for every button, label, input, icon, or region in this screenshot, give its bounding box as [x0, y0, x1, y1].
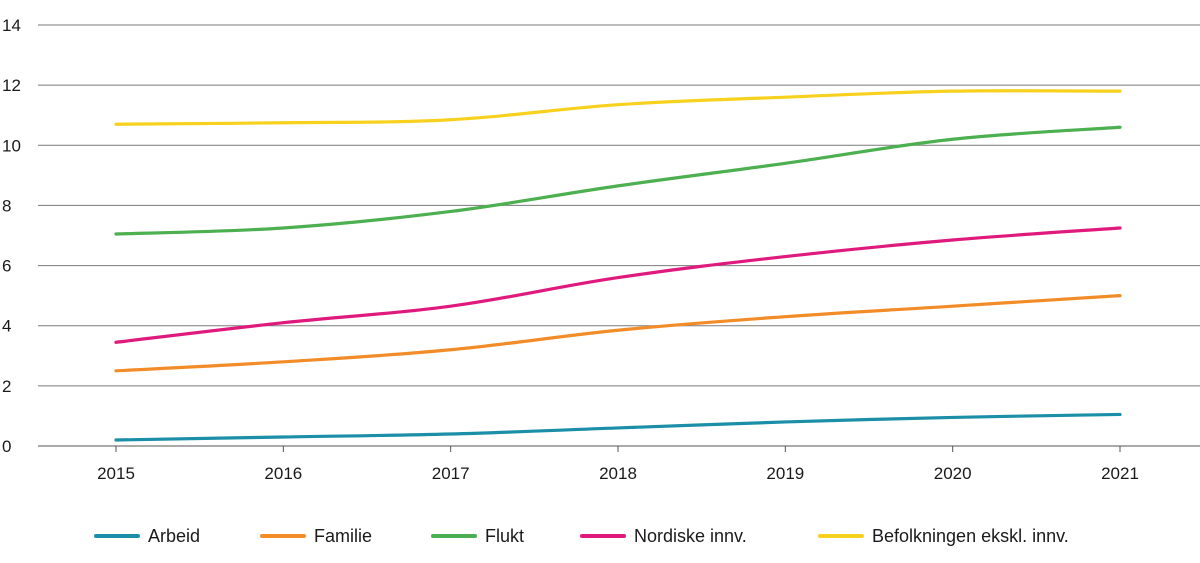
x-tick-label: 2018	[599, 464, 637, 483]
legend-item-befolkningen-ekskl-innv: Befolkningen ekskl. innv.	[818, 526, 1069, 546]
x-axis-ticks: 2015 2016 2017 2018 2019 2020 2021	[97, 446, 1139, 483]
legend-label: Arbeid	[148, 526, 200, 546]
gridlines	[38, 24, 1200, 447]
y-tick-label: 14	[2, 16, 21, 35]
legend-label: Flukt	[485, 526, 524, 546]
series-line-arbeid	[114, 412, 1122, 442]
series-line-flukt	[114, 125, 1122, 236]
x-tick-label: 2016	[264, 464, 302, 483]
legend-item-nordiske-innv: Nordiske innv.	[580, 526, 747, 546]
y-tick-label: 2	[2, 377, 11, 396]
legend: Arbeid Familie Flukt Nordiske innv. Befolkni…	[94, 526, 1069, 546]
series-line-familie	[114, 294, 1122, 373]
y-tick-label: 4	[2, 317, 11, 336]
series-line-nordiske-innv	[114, 226, 1122, 344]
legend-label: Familie	[314, 526, 372, 546]
series-lines	[114, 89, 1122, 442]
legend-item-arbeid: Arbeid	[94, 526, 200, 546]
legend-label: Nordiske innv.	[634, 526, 747, 546]
y-tick-label: 10	[2, 136, 21, 155]
x-tick-label: 2019	[766, 464, 804, 483]
y-axis-ticks: 0 2 4 6 8 10 12 14	[2, 16, 21, 456]
y-tick-label: 8	[2, 196, 11, 215]
x-tick-label: 2020	[934, 464, 972, 483]
legend-item-familie: Familie	[260, 526, 372, 546]
y-tick-label: 0	[2, 437, 11, 456]
y-tick-label: 6	[2, 257, 11, 276]
x-tick-label: 2015	[97, 464, 135, 483]
legend-item-flukt: Flukt	[431, 526, 524, 546]
legend-label: Befolkningen ekskl. innv.	[872, 526, 1069, 546]
y-tick-label: 12	[2, 76, 21, 95]
x-tick-label: 2021	[1101, 464, 1139, 483]
x-tick-label: 2017	[432, 464, 470, 483]
series-line-befolkningen-ekskl-innv	[114, 89, 1122, 126]
